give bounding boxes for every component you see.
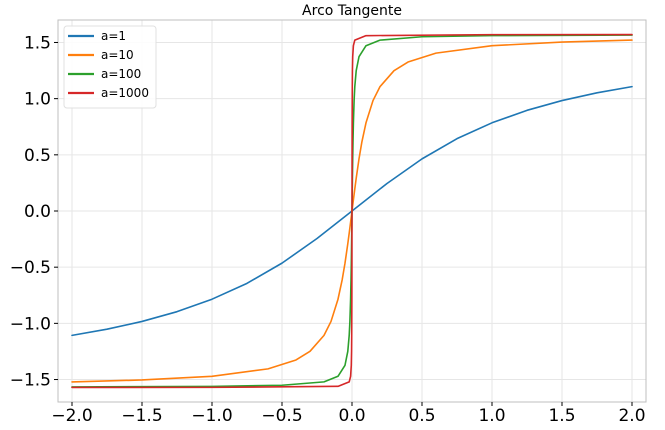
y-tick-label: 1.5 bbox=[24, 33, 51, 53]
chart-title: Arco Tangente bbox=[302, 3, 402, 19]
y-axis-ticks: −1.5 −1.0 −0.5 0.0 0.5 1.0 1.5 bbox=[10, 33, 58, 391]
y-tick-label: −1.0 bbox=[10, 314, 51, 334]
legend: a=1 a=10 a=100 a=1000 bbox=[63, 25, 157, 109]
x-tick-label: −1.5 bbox=[121, 406, 162, 426]
legend-label-1: a=1 bbox=[101, 29, 126, 43]
legend-label-4: a=1000 bbox=[101, 86, 149, 100]
x-tick-label: −2.0 bbox=[51, 406, 92, 426]
legend-label-2: a=10 bbox=[101, 48, 134, 62]
x-axis-ticks: −2.0 −1.5 −1.0 −0.5 0.0 0.5 1.0 1.5 2.0 bbox=[51, 402, 646, 426]
y-tick-label: 0.5 bbox=[24, 146, 51, 166]
series-lines bbox=[71, 33, 633, 389]
y-tick-label: 0.0 bbox=[24, 202, 51, 222]
x-tick-label: 1.0 bbox=[478, 406, 505, 426]
x-tick-label: 0.0 bbox=[338, 406, 365, 426]
series-line-4 bbox=[71, 33, 633, 389]
x-tick-label: −0.5 bbox=[261, 406, 302, 426]
y-tick-label: −0.5 bbox=[10, 258, 51, 278]
legend-box bbox=[63, 25, 157, 109]
x-tick-label: 2.0 bbox=[618, 406, 645, 426]
x-tick-label: 1.5 bbox=[548, 406, 575, 426]
x-tick-label: 0.5 bbox=[408, 406, 435, 426]
x-tick-label: −1.0 bbox=[191, 406, 232, 426]
y-tick-label: 1.0 bbox=[24, 90, 51, 110]
y-tick-label: −1.5 bbox=[10, 371, 51, 391]
legend-label-3: a=100 bbox=[101, 67, 141, 81]
